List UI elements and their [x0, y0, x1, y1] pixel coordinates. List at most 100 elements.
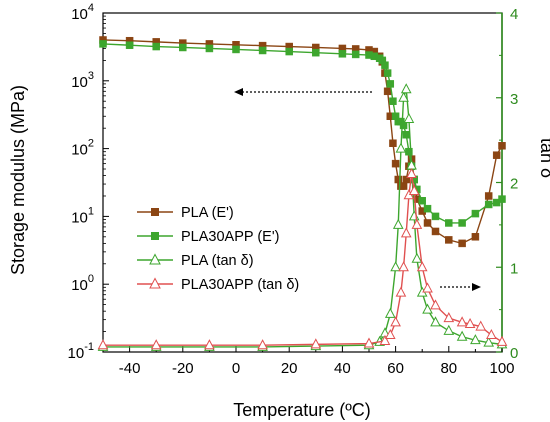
data-point — [418, 197, 426, 205]
series-line — [102, 39, 503, 245]
data-point — [394, 175, 403, 184]
data-point — [386, 80, 395, 88]
data-point — [443, 312, 455, 323]
data-point — [484, 192, 493, 200]
data-point — [389, 139, 397, 147]
data-point — [398, 91, 409, 102]
data-point — [389, 97, 397, 105]
data-point — [399, 121, 408, 130]
data-point — [402, 131, 410, 139]
legend-label: PLA (tan δ) — [181, 253, 254, 269]
data-point — [406, 167, 417, 179]
legend-label: PLA30APP (E') — [181, 229, 279, 245]
arrow-left-head — [234, 88, 243, 96]
legend-label: PLA (E') — [181, 205, 234, 221]
data-point — [430, 299, 441, 310]
x-tick-label: -40 — [119, 360, 141, 377]
x-tick-label: 20 — [281, 360, 298, 377]
x-tick-label: 80 — [440, 360, 457, 377]
y-axis-right-title: tan δ — [537, 138, 550, 178]
data-point — [496, 335, 508, 346]
plot-border — [102, 12, 503, 353]
data-point — [285, 47, 293, 56]
data-point — [395, 142, 407, 153]
data-point — [150, 339, 162, 350]
data-point — [257, 339, 268, 350]
data-point — [400, 227, 412, 238]
legend-item: PLA30APP (tan δ) — [137, 277, 299, 293]
data-point — [152, 42, 160, 51]
y-left-tick-label: 10-1 — [68, 341, 94, 362]
data-point — [391, 159, 400, 168]
x-tick-label: 0 — [232, 360, 240, 377]
data-point — [431, 212, 440, 221]
data-point — [422, 303, 433, 314]
y-right-tick-label: 4 — [510, 6, 518, 23]
y-left-tick-label: 104 — [71, 2, 94, 23]
y-left-tick-label: 102 — [71, 138, 94, 159]
y-left-tick-label: 100 — [71, 273, 94, 294]
annotation-layer — [234, 88, 481, 291]
legend-marker — [151, 232, 159, 240]
data-point — [363, 337, 375, 348]
data-point — [402, 175, 410, 184]
data-point — [475, 320, 487, 331]
data-point — [443, 324, 455, 335]
data-point — [456, 316, 468, 327]
x-tick-label: 100 — [489, 360, 514, 377]
data-point — [483, 336, 495, 347]
data-point — [458, 219, 466, 227]
data-point — [403, 112, 415, 123]
data-point — [456, 330, 468, 341]
data-point — [351, 50, 360, 59]
data-point — [205, 44, 214, 53]
bottom-axis: -40 -20 0 20 40 60 80 100 — [102, 346, 515, 377]
y-right-tick-label: 1 — [510, 260, 518, 277]
data-point — [384, 307, 396, 318]
legend-marker — [149, 253, 161, 265]
data-point — [310, 338, 322, 349]
data-point — [423, 204, 432, 213]
data-point — [498, 142, 506, 150]
series-1 — [99, 40, 506, 227]
data-point — [464, 317, 476, 329]
data-point — [422, 282, 433, 293]
data-point — [470, 334, 481, 345]
data-point — [431, 227, 440, 236]
legend-item: PLA30APP (E') — [137, 229, 279, 245]
y-right-tick-label: 0 — [510, 345, 518, 362]
left-axis: 10-1 100 101 102 103 104 — [68, 2, 109, 362]
data-point — [312, 48, 320, 57]
data-point — [471, 209, 480, 218]
x-tick-label: -20 — [172, 360, 194, 377]
data-point — [430, 316, 441, 327]
data-point — [379, 334, 391, 345]
y-right-tick-label: 2 — [510, 176, 518, 193]
series-layer — [97, 36, 508, 351]
x-tick-label: 40 — [334, 360, 351, 377]
series-line — [103, 89, 503, 348]
data-point — [179, 43, 187, 52]
data-point — [416, 261, 428, 272]
data-point — [498, 195, 506, 203]
data-point — [384, 328, 396, 340]
data-point — [338, 50, 347, 58]
data-point — [400, 83, 412, 94]
legend: PLA (E') PLA30APP (E') PLA (tan δ) PLA30APP… — [137, 205, 299, 293]
data-point — [492, 151, 501, 159]
data-point — [390, 261, 401, 272]
data-point — [125, 41, 134, 49]
data-point — [484, 200, 493, 209]
y-left-tick-label: 101 — [71, 205, 94, 226]
data-point — [445, 219, 453, 227]
legend-marker — [149, 277, 161, 289]
data-point — [399, 182, 408, 190]
data-point — [258, 46, 267, 55]
arrow-right-head — [472, 283, 481, 291]
data-point — [99, 40, 107, 48]
right-axis: 0 1 2 3 4 — [496, 6, 518, 362]
data-point — [411, 218, 423, 229]
y-left-tick-label: 103 — [71, 70, 94, 91]
y-axis-left-title: Storage modulus (MPa) — [8, 85, 28, 275]
